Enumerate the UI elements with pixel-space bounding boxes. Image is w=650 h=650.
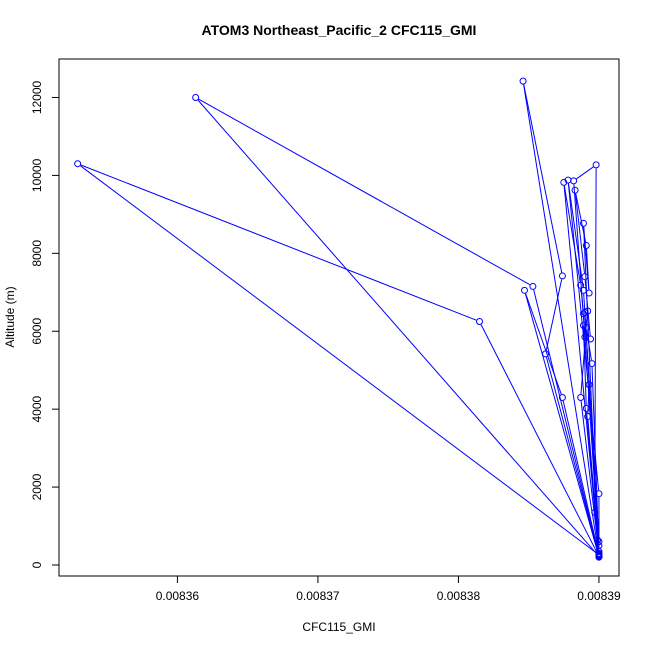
- data-point: [570, 177, 578, 185]
- data-point: [582, 404, 590, 412]
- data-point: [594, 536, 602, 544]
- series-segment: [545, 279, 563, 351]
- data-point: [476, 318, 484, 325]
- series-segment: [80, 164, 477, 321]
- x-axis-label: CFC115_GMI: [302, 620, 375, 634]
- series-segment: [580, 400, 600, 550]
- y-tick-label: 12000: [30, 80, 44, 114]
- series-segment: [583, 328, 587, 405]
- data-point: [577, 393, 585, 401]
- data-point: [192, 93, 200, 101]
- x-axis: 0.00836 0.00837 0.00838 0.00839: [156, 575, 621, 603]
- data-point: [591, 508, 599, 516]
- series-segment: [198, 98, 531, 286]
- series-points: [74, 77, 603, 561]
- data-point: [588, 360, 596, 368]
- series-lines: [80, 84, 600, 555]
- chart-title: ATOM3 Northeast_Pacific_2 CFC115_GMI: [202, 22, 477, 38]
- data-point: [579, 219, 587, 227]
- data-point: [558, 393, 566, 401]
- data-point: [595, 552, 603, 560]
- data-point: [581, 273, 589, 281]
- series-segment: [525, 293, 562, 395]
- y-axis-label: Altitude (m): [3, 286, 17, 347]
- x-tick-label: 0.00839: [577, 589, 621, 603]
- y-tick-label: 10000: [30, 158, 44, 192]
- x-tick-label: 0.00836: [156, 589, 200, 603]
- data-point: [519, 77, 527, 85]
- data-point: [595, 549, 603, 557]
- y-tick-label: 8000: [30, 240, 44, 267]
- x-tick-label: 0.00838: [437, 589, 481, 603]
- series-segment: [523, 84, 599, 552]
- y-tick-label: 2000: [30, 473, 44, 500]
- series-segment: [523, 84, 563, 273]
- series-segment: [574, 193, 585, 274]
- y-tick-label: 4000: [30, 395, 44, 422]
- y-tick-label: 6000: [30, 318, 44, 345]
- series-segment: [568, 183, 584, 287]
- series-segment: [587, 388, 590, 414]
- data-point: [579, 321, 587, 329]
- data-point: [542, 350, 550, 358]
- data-point: [529, 282, 537, 290]
- data-point: [592, 161, 600, 169]
- series-segment: [533, 289, 599, 554]
- data-point: [595, 538, 603, 546]
- series-segment: [580, 330, 587, 395]
- series-segment: [197, 99, 598, 555]
- data-point: [587, 335, 595, 343]
- series-segment: [594, 168, 597, 509]
- data-point: [584, 307, 592, 315]
- series-segment: [563, 185, 581, 282]
- series-segment: [576, 166, 594, 180]
- data-point: [520, 286, 528, 294]
- data-point: [585, 289, 593, 297]
- data-point: [582, 242, 590, 250]
- series-segment: [573, 184, 586, 334]
- series-segment: [562, 400, 599, 552]
- series-segment: [583, 226, 590, 290]
- series-segment: [545, 357, 599, 553]
- data-point: [74, 160, 82, 168]
- series-segment: [80, 165, 597, 554]
- series-segment: [480, 324, 598, 554]
- data-point: [584, 413, 592, 421]
- data-point: [585, 381, 593, 389]
- data-point: [579, 286, 587, 294]
- data-point: [595, 490, 603, 498]
- data-point: [558, 272, 566, 280]
- y-tick-label: 0: [30, 561, 44, 568]
- series-segment: [524, 293, 599, 554]
- data-point: [571, 186, 579, 194]
- x-tick-label: 0.00837: [296, 589, 340, 603]
- y-axis: 0 2000 4000 6000 8000 10000 12000: [30, 80, 60, 568]
